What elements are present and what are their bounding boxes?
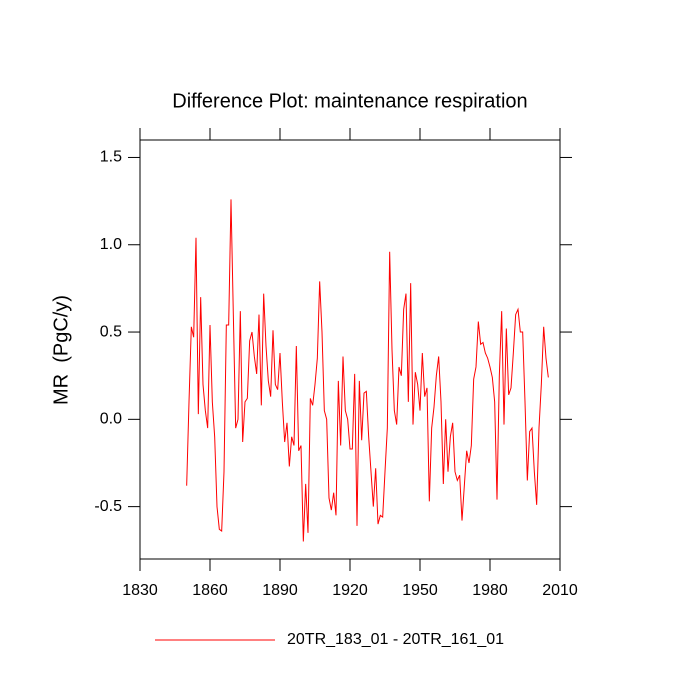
y-tick-label: -0.5: [94, 498, 122, 515]
y-tick-label: 1.5: [100, 149, 122, 166]
x-tick-label: 1860: [192, 582, 228, 599]
chart-title: Difference Plot: maintenance respiration: [172, 90, 527, 112]
x-tick-label: 1950: [402, 582, 438, 599]
y-axis-label: MR (PgC/y): [50, 295, 72, 405]
x-tick-label: 1980: [472, 582, 508, 599]
x-tick-label: 1890: [262, 582, 298, 599]
y-tick-label: 0.5: [100, 323, 122, 340]
y-tick-label: 0.0: [100, 411, 122, 428]
legend-label: 20TR_183_01 - 20TR_161_01: [287, 631, 504, 648]
x-tick-label: 2010: [542, 582, 578, 599]
x-tick-label: 1920: [332, 582, 368, 599]
x-tick-label: 1830: [122, 582, 158, 599]
data-line: [186, 199, 549, 542]
y-tick-label: 1.0: [100, 236, 122, 253]
